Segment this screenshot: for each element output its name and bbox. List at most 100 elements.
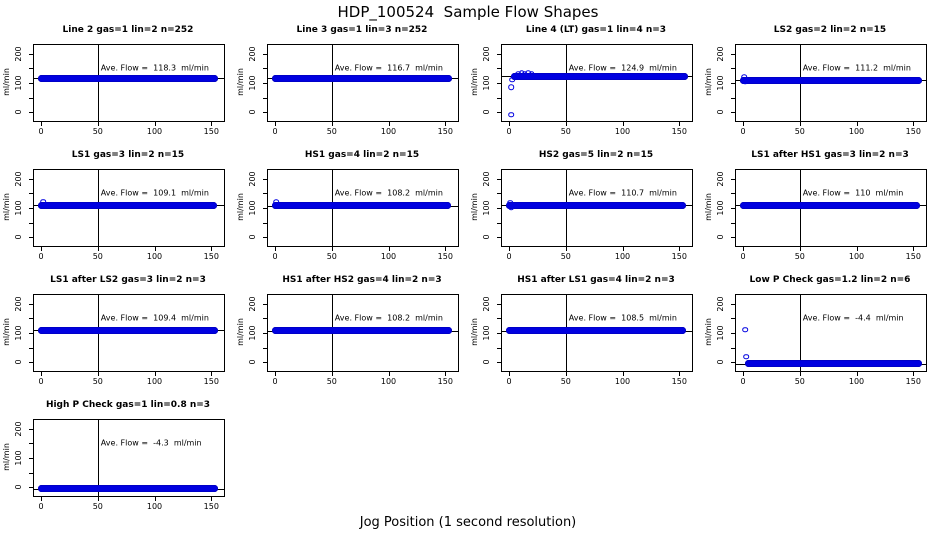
y-axis-label: ml/min [470, 193, 479, 221]
panel-title: LS1 after HS1 gas=3 lin=2 n=3 [751, 150, 909, 160]
flow-points-band [506, 201, 686, 209]
x-tick-label: 50 [326, 377, 337, 386]
y-tick-label: 100 [248, 325, 257, 341]
outlier-point [508, 111, 515, 118]
x-tick [275, 372, 276, 376]
plot-box: Ave. Flow = 108.5 ml/min [501, 294, 693, 372]
x-tick [41, 122, 42, 126]
y-tick-label: 200 [716, 171, 725, 187]
x-tick-label: 50 [92, 252, 103, 261]
flow-points-band [272, 202, 451, 210]
y-tick [263, 193, 267, 195]
x-tick [154, 122, 156, 126]
panel-title: HS1 after HS2 gas=4 lin=2 n=3 [282, 275, 442, 285]
y-tick [497, 68, 501, 70]
y-tick [29, 362, 33, 364]
y-tick [29, 112, 33, 114]
y-tick-label: 100 [14, 450, 23, 466]
x-tick [565, 372, 567, 376]
outlier-point [508, 84, 515, 91]
x-tick-label: 100 [380, 377, 397, 386]
y-tick [497, 333, 501, 334]
x-tick [565, 122, 567, 126]
ave-flow-annotation: Ave. Flow = 108.5 ml/min [568, 313, 677, 323]
y-tick-label: 100 [248, 75, 257, 91]
flow-points-band [38, 485, 218, 493]
y-tick-label: 0 [14, 484, 23, 490]
x-tick-label: 50 [92, 127, 103, 136]
x-tick-label: 150 [905, 127, 921, 136]
y-tick-label: 100 [482, 75, 491, 91]
y-tick-label: 100 [14, 325, 23, 341]
x-tick [913, 372, 915, 376]
x-tick [799, 122, 801, 126]
x-tick-label: 0 [740, 377, 746, 386]
panel-title: HS2 gas=5 lin=2 n=15 [538, 150, 654, 160]
y-tick-label: 0 [248, 234, 257, 240]
plot-box: Ave. Flow = -4.3 ml/min [33, 419, 225, 497]
y-tick [263, 303, 267, 305]
y-tick [29, 53, 33, 55]
x-tick [331, 122, 333, 126]
x-tick [679, 122, 681, 126]
y-tick [263, 68, 267, 70]
y-tick [497, 178, 501, 180]
y-tick [731, 97, 735, 99]
flow-panel: HS1 after HS2 gas=4 lin=2 n=3 ml/min Ave… [234, 270, 468, 395]
x-tick [97, 247, 99, 251]
jog-marker-line [331, 45, 333, 121]
x-tick-label: 50 [560, 252, 571, 261]
ave-flow-annotation: Ave. Flow = -4.4 ml/min [802, 313, 904, 323]
plot-box: Ave. Flow = 111.2 ml/min [735, 44, 927, 122]
y-tick [263, 112, 267, 114]
x-tick-label: 150 [437, 377, 453, 386]
jog-marker-line [799, 295, 801, 371]
x-tick-label: 50 [326, 252, 337, 261]
y-tick [29, 97, 33, 99]
outlier-point [508, 204, 515, 210]
x-tick [856, 247, 858, 251]
y-tick [263, 237, 267, 239]
flow-panel: LS2 gas=2 lin=2 n=15 ml/min Ave. Flow = … [702, 20, 936, 145]
x-tick-label: 0 [272, 127, 278, 136]
outlier-point [528, 71, 535, 77]
y-tick [263, 347, 267, 349]
ave-flow-annotation: Ave. Flow = -4.3 ml/min [100, 438, 202, 448]
y-axis-label: ml/min [2, 318, 11, 346]
x-tick-label: 150 [437, 127, 453, 136]
y-tick [29, 303, 33, 305]
y-tick-label: 100 [248, 200, 257, 216]
y-tick [497, 83, 501, 84]
y-tick-label: 100 [716, 200, 725, 216]
outlier-point [743, 353, 750, 360]
y-axis-label: ml/min [470, 318, 479, 346]
y-tick-label: 200 [716, 296, 725, 312]
x-tick [211, 372, 213, 376]
y-tick-label: 100 [14, 200, 23, 216]
y-tick [731, 68, 735, 70]
x-tick-label: 0 [506, 377, 512, 386]
y-tick [497, 53, 501, 55]
x-tick [445, 372, 447, 376]
x-tick [275, 122, 276, 126]
x-tick-label: 0 [272, 377, 278, 386]
y-tick [29, 318, 33, 320]
x-tick-label: 100 [146, 127, 163, 136]
y-tick-label: 0 [716, 234, 725, 240]
y-tick [29, 68, 33, 70]
x-tick [211, 122, 213, 126]
y-tick [731, 318, 735, 320]
flow-points-band [510, 73, 688, 80]
y-tick-label: 200 [248, 296, 257, 312]
y-tick-label: 0 [482, 359, 491, 365]
y-tick-label: 0 [482, 234, 491, 240]
outlier-point [509, 76, 516, 83]
x-tick-label: 150 [203, 127, 219, 136]
y-tick-label: 0 [14, 109, 23, 115]
y-tick-label: 200 [482, 171, 491, 187]
y-tick [29, 443, 33, 445]
flow-panel: HS2 gas=5 lin=2 n=15 ml/min Ave. Flow = … [468, 145, 702, 270]
panel-title: Line 2 gas=1 lin=2 n=252 [62, 25, 194, 35]
x-tick [154, 247, 156, 251]
